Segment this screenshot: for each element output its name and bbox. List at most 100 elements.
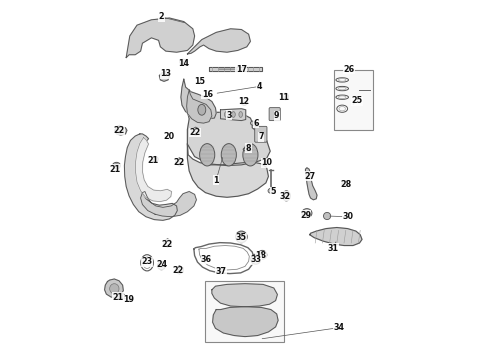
Text: 21: 21 — [110, 165, 121, 174]
Text: 19: 19 — [123, 295, 135, 304]
Text: 14: 14 — [178, 59, 189, 68]
Ellipse shape — [302, 209, 312, 217]
Ellipse shape — [239, 234, 244, 239]
Text: 37: 37 — [216, 267, 226, 276]
Polygon shape — [187, 144, 269, 197]
Text: 32: 32 — [279, 192, 290, 201]
Text: 21: 21 — [113, 292, 124, 302]
Ellipse shape — [217, 267, 224, 274]
Ellipse shape — [342, 181, 348, 186]
Polygon shape — [305, 168, 317, 200]
Text: 26: 26 — [344, 65, 355, 74]
Text: 36: 36 — [201, 255, 212, 264]
Polygon shape — [192, 127, 199, 136]
Ellipse shape — [250, 121, 257, 125]
Text: 18: 18 — [256, 251, 267, 260]
Polygon shape — [209, 67, 262, 71]
Polygon shape — [310, 228, 362, 246]
Ellipse shape — [160, 264, 163, 267]
Ellipse shape — [224, 112, 228, 117]
Text: 33: 33 — [250, 256, 261, 264]
Polygon shape — [116, 125, 123, 134]
Ellipse shape — [232, 112, 235, 117]
Ellipse shape — [113, 162, 121, 169]
Text: 15: 15 — [195, 77, 205, 86]
Ellipse shape — [199, 144, 215, 166]
Text: 6: 6 — [253, 119, 259, 128]
Ellipse shape — [268, 188, 274, 193]
Text: 7: 7 — [258, 132, 264, 141]
Ellipse shape — [258, 251, 267, 259]
FancyBboxPatch shape — [269, 108, 280, 121]
Ellipse shape — [251, 254, 261, 264]
Text: 13: 13 — [160, 69, 172, 78]
Text: 31: 31 — [328, 244, 339, 253]
Text: 25: 25 — [351, 96, 362, 105]
Ellipse shape — [323, 212, 331, 220]
Bar — [205, 281, 284, 342]
Ellipse shape — [264, 161, 268, 165]
Polygon shape — [187, 90, 212, 123]
Text: 21: 21 — [147, 156, 159, 165]
Ellipse shape — [285, 193, 288, 198]
Text: 4: 4 — [257, 82, 262, 91]
Text: 34: 34 — [334, 323, 345, 332]
Polygon shape — [136, 138, 172, 202]
Ellipse shape — [305, 211, 309, 215]
Polygon shape — [176, 158, 183, 166]
Ellipse shape — [239, 112, 243, 117]
Text: 3: 3 — [226, 111, 232, 120]
Text: 22: 22 — [173, 158, 185, 167]
Ellipse shape — [236, 231, 247, 243]
Ellipse shape — [157, 262, 166, 270]
Text: 29: 29 — [300, 211, 311, 220]
Text: 30: 30 — [342, 212, 353, 221]
Ellipse shape — [152, 156, 158, 162]
Text: 12: 12 — [238, 97, 249, 106]
Text: 27: 27 — [304, 172, 316, 181]
Text: 28: 28 — [340, 180, 351, 189]
Polygon shape — [124, 134, 177, 220]
Text: 2: 2 — [159, 13, 164, 22]
Text: 9: 9 — [274, 112, 279, 120]
FancyBboxPatch shape — [255, 126, 267, 142]
Polygon shape — [213, 307, 278, 337]
Text: 8: 8 — [246, 144, 251, 153]
Ellipse shape — [114, 164, 119, 167]
Polygon shape — [164, 239, 171, 247]
Ellipse shape — [118, 294, 122, 298]
Ellipse shape — [282, 93, 289, 100]
Text: 24: 24 — [156, 260, 168, 269]
Polygon shape — [187, 109, 270, 166]
Text: 22: 22 — [113, 126, 124, 135]
Text: 16: 16 — [202, 90, 213, 99]
Polygon shape — [159, 71, 170, 81]
Polygon shape — [187, 29, 250, 54]
Text: 17: 17 — [236, 65, 247, 74]
Ellipse shape — [243, 144, 258, 166]
Polygon shape — [126, 18, 195, 58]
Text: 11: 11 — [278, 93, 290, 102]
Ellipse shape — [198, 104, 206, 115]
Text: 5: 5 — [270, 187, 275, 196]
Text: 22: 22 — [173, 266, 184, 275]
Polygon shape — [176, 266, 183, 274]
Polygon shape — [104, 279, 123, 298]
Polygon shape — [220, 109, 245, 121]
Ellipse shape — [117, 293, 124, 299]
Ellipse shape — [221, 144, 236, 166]
Bar — [334, 70, 373, 130]
Text: 22: 22 — [190, 128, 201, 137]
Polygon shape — [115, 126, 127, 135]
Ellipse shape — [180, 59, 186, 65]
Text: 22: 22 — [162, 240, 173, 248]
Text: 35: 35 — [235, 233, 246, 242]
Polygon shape — [212, 284, 277, 307]
Text: 10: 10 — [261, 158, 272, 167]
Text: 20: 20 — [164, 132, 175, 141]
Ellipse shape — [282, 191, 291, 201]
Ellipse shape — [241, 98, 247, 105]
Text: 23: 23 — [142, 257, 153, 266]
Ellipse shape — [260, 253, 265, 257]
Polygon shape — [181, 79, 216, 119]
